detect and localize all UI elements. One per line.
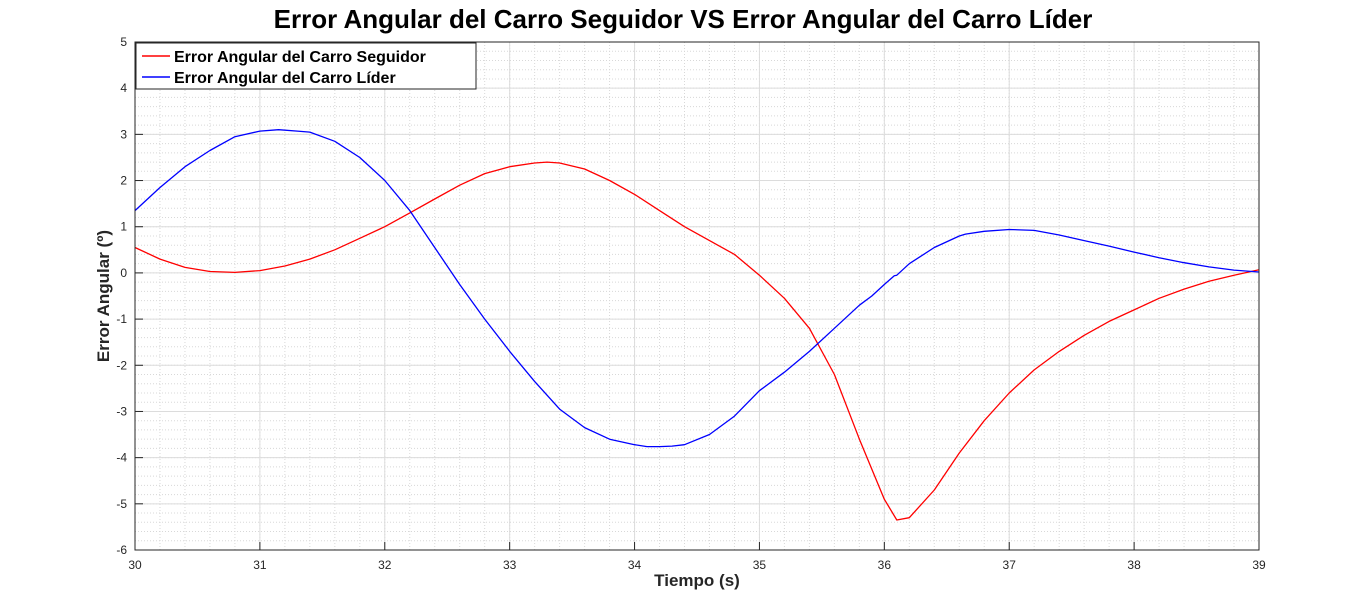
y-tick-label: -1 xyxy=(116,312,127,326)
y-axis-ticks: 5 4 3 2 1 0 -1 -2 -3 -4 -5 -6 xyxy=(116,35,143,557)
legend-label-lider: Error Angular del Carro Líder xyxy=(174,70,396,87)
y-tick-label: -4 xyxy=(116,451,127,465)
y-tick-label: 0 xyxy=(120,266,127,280)
x-axis-ticks: 30 31 32 33 34 35 36 37 38 39 xyxy=(128,542,1266,572)
series-line-1 xyxy=(134,129,1260,448)
y-tick-label: 5 xyxy=(120,35,127,49)
y-tick-label: 3 xyxy=(120,127,127,141)
x-tick-label: 39 xyxy=(1252,558,1266,572)
y-tick-label: -6 xyxy=(116,543,127,557)
x-tick-label: 30 xyxy=(128,558,142,572)
y-tick-label: -2 xyxy=(116,358,127,372)
x-tick-label: 38 xyxy=(1127,558,1141,572)
legend: Error Angular del Carro Seguidor Error A… xyxy=(135,42,477,90)
x-tick-label: 35 xyxy=(753,558,767,572)
x-tick-label: 32 xyxy=(378,558,392,572)
x-tick-label: 37 xyxy=(1003,558,1017,572)
legend-label-seguidor: Error Angular del Carro Seguidor xyxy=(174,49,426,66)
x-tick-label: 34 xyxy=(628,558,642,572)
x-tick-label: 31 xyxy=(253,558,267,572)
y-tick-label: 1 xyxy=(120,220,127,234)
x-tick-label: 33 xyxy=(503,558,517,572)
x-tick-label: 36 xyxy=(878,558,892,572)
y-tick-label: -3 xyxy=(116,404,127,418)
y-tick-label: 4 xyxy=(120,81,127,95)
y-tick-label: -5 xyxy=(116,497,127,511)
plot-frame xyxy=(134,41,1260,551)
y-axis-label: Error Angular (º) xyxy=(94,230,113,362)
series-layer xyxy=(134,129,1260,521)
legend-box xyxy=(135,42,477,90)
series-line-0 xyxy=(134,161,1260,521)
y-tick-label: 2 xyxy=(120,174,127,188)
x-axis-label: Tiempo (s) xyxy=(654,571,740,590)
chart-title: Error Angular del Carro Seguidor VS Erro… xyxy=(274,4,1093,34)
plot-background xyxy=(135,42,1259,550)
